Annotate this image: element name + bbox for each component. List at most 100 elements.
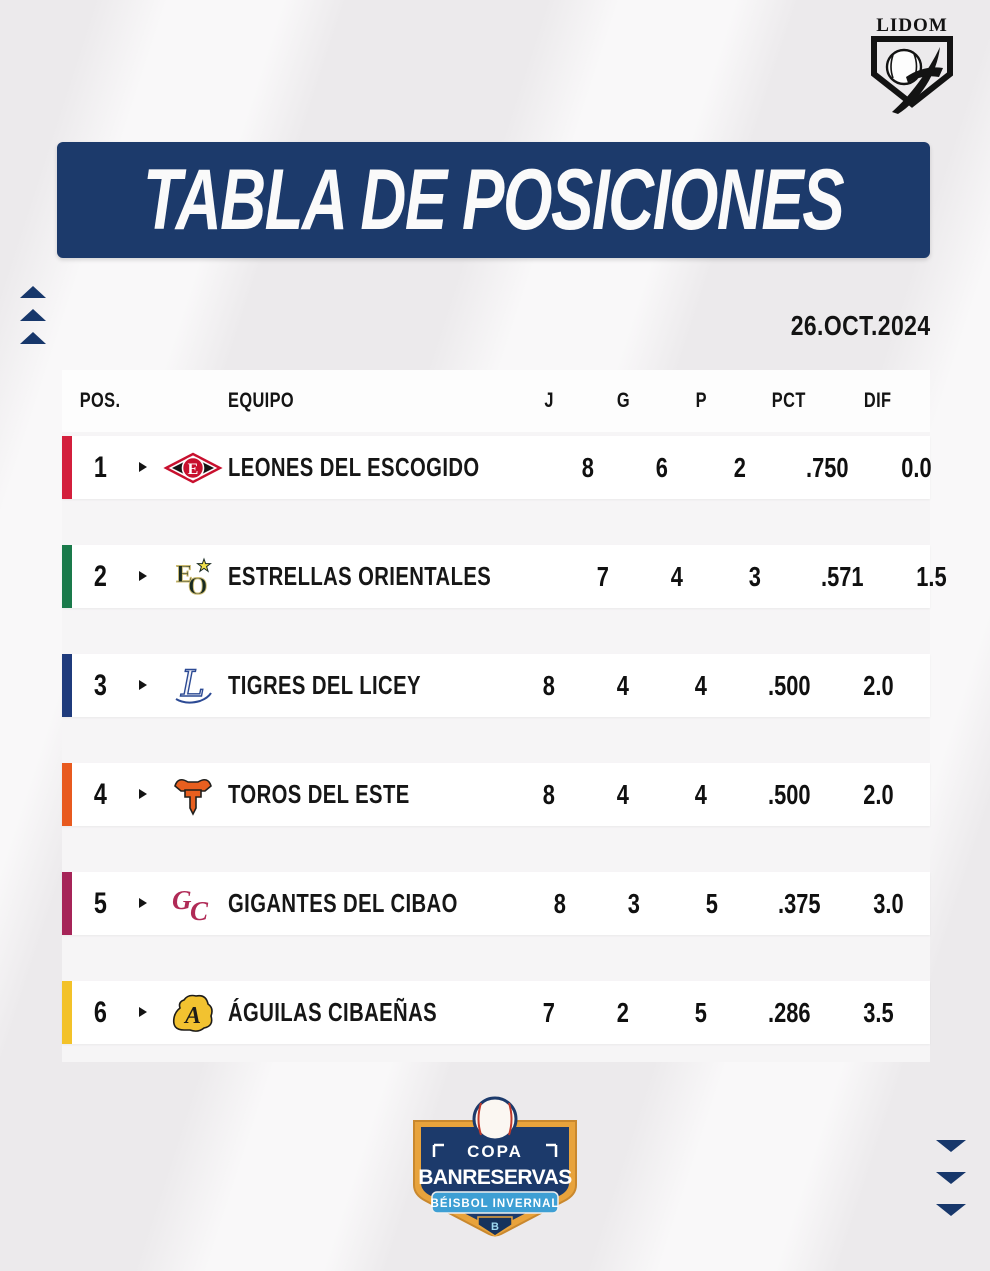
triangle-down-icon [936, 1204, 966, 1216]
svg-text:L: L [180, 665, 205, 705]
trend-cell [128, 1004, 158, 1022]
stat-p: 3 [748, 560, 761, 592]
svg-text:O: O [188, 573, 207, 598]
stat-g: 4 [616, 669, 630, 701]
stat-g-cell: 4 [639, 561, 713, 593]
table-header: POS. EQUIPO J G P PCT DIF [62, 370, 930, 432]
svg-text:G: G [172, 885, 192, 915]
stat-pct-cell: .375 [753, 888, 847, 920]
triangle-up-icon [20, 286, 46, 298]
team-name-cell: ÁGUILAS CIBAEÑAS [228, 997, 512, 1028]
stat-dif: 3.5 [862, 996, 894, 1028]
standings-table: POS. EQUIPO J G P PCT DIF 1 E LEONES DEL E… [62, 370, 947, 1062]
col-header-team: EQUIPO [228, 389, 295, 412]
date-label: 26.OCT.2024 [790, 310, 930, 341]
team-logo-licey: L [158, 665, 228, 707]
svg-text:E: E [176, 561, 193, 588]
stat-j-cell: 8 [512, 670, 586, 702]
stat-pct: .750 [806, 451, 849, 483]
stat-pct: .286 [767, 996, 811, 1028]
stat-j-cell: 7 [565, 561, 639, 593]
stat-pct-cell: .500 [742, 670, 836, 702]
stat-dif: 3.0 [873, 887, 904, 919]
page-title: TABLA DE POSICIONES [143, 151, 845, 248]
svg-text:LIDOM: LIDOM [876, 15, 948, 36]
svg-text:E: E [188, 461, 199, 478]
team-name: TIGRES DEL LICEY [228, 670, 421, 700]
team-row: 4 TOROS DEL ESTE 8 4 4 .500 2.0 [62, 763, 930, 826]
position-number: 6 [93, 995, 107, 1029]
svg-text:A: A [183, 1003, 201, 1029]
rank-accent-bar [62, 763, 72, 826]
stat-dif-cell: 3.5 [836, 997, 920, 1029]
triangle-up-icon [20, 309, 46, 321]
position-number: 4 [93, 777, 107, 811]
position-cell: 2 [72, 560, 128, 594]
stat-pct: .500 [767, 669, 811, 701]
svg-text:B: B [491, 1221, 499, 1233]
svg-text:BÉISBOL INVERNAL: BÉISBOL INVERNAL [431, 1197, 560, 1210]
rank-accent-bar [62, 545, 72, 608]
title-banner: TABLA DE POSICIONES [57, 142, 930, 258]
position-cell: 1 [72, 451, 128, 485]
stat-g-cell: 4 [586, 779, 660, 811]
stat-g-cell: 2 [586, 997, 660, 1029]
position-cell: 6 [72, 996, 128, 1030]
trend-cell [128, 568, 158, 586]
table-body: 1 E LEONES DEL ESCOGIDO 8 6 2.750 0.0 2 E O ESTREL… [62, 436, 947, 1044]
position-cell: 4 [72, 778, 128, 812]
team-name: TOROS DEL ESTE [228, 779, 410, 809]
arrow-right-icon [139, 788, 147, 799]
team-name: ÁGUILAS CIBAEÑAS [228, 997, 438, 1027]
stat-j: 8 [542, 778, 556, 810]
team-logo-toros [158, 774, 228, 816]
stat-j: 8 [581, 451, 594, 483]
stat-dif-cell: 3.0 [847, 888, 931, 920]
arrow-right-icon [139, 679, 147, 690]
stat-j-cell: 8 [512, 779, 586, 811]
trend-cell [128, 786, 158, 804]
team-row: 5 G C GIGANTES DEL CIBAO 8 3 5.375 3.0 [62, 872, 930, 935]
col-header-j: J [544, 389, 554, 412]
stat-g: 2 [616, 996, 630, 1028]
svg-text:C: C [190, 896, 209, 923]
col-header-dif: DIF [864, 389, 892, 412]
team-name: GIGANTES DEL CIBAO [228, 888, 458, 918]
stat-g-cell: 6 [625, 452, 699, 484]
stat-dif-cell: 2.0 [836, 670, 920, 702]
col-header-p: P [695, 389, 707, 412]
stat-pct-cell: .571 [795, 561, 889, 593]
stat-p: 5 [705, 887, 718, 919]
stat-j-cell: 8 [551, 452, 625, 484]
position-number: 3 [93, 668, 107, 702]
lidom-logo-graphic: LIDOM [871, 15, 953, 114]
stat-j: 8 [542, 669, 556, 701]
team-row: 6 A ÁGUILAS CIBAEÑAS 7 2 5 .286 3.5 [62, 981, 930, 1044]
rank-accent-bar [62, 654, 72, 717]
stat-g-cell: 3 [597, 888, 671, 920]
stat-j: 8 [553, 887, 566, 919]
baseball-icon [472, 1096, 518, 1142]
home-plate [477, 1216, 513, 1237]
stat-g: 4 [616, 778, 630, 810]
trend-cell [128, 677, 158, 695]
stat-p: 4 [694, 669, 708, 701]
decor-triangles-up [20, 286, 46, 355]
team-name: LEONES DEL ESCOGIDO [228, 452, 480, 482]
stat-pct-cell: .286 [742, 997, 836, 1029]
stat-pct: .375 [778, 887, 821, 919]
stat-j-cell: 7 [512, 997, 586, 1029]
rank-accent-bar [62, 872, 72, 935]
stat-p: 2 [733, 451, 746, 483]
team-name: ESTRELLAS ORIENTALES [228, 561, 492, 591]
stat-g: 6 [655, 451, 668, 483]
arrow-right-icon [139, 570, 147, 581]
stat-p-cell: 5 [671, 888, 753, 920]
stat-pct: .571 [821, 560, 864, 592]
position-number: 5 [93, 886, 107, 920]
ribbon [431, 1191, 559, 1214]
stat-dif-cell: 2.0 [836, 779, 920, 811]
stat-j: 7 [596, 560, 609, 592]
